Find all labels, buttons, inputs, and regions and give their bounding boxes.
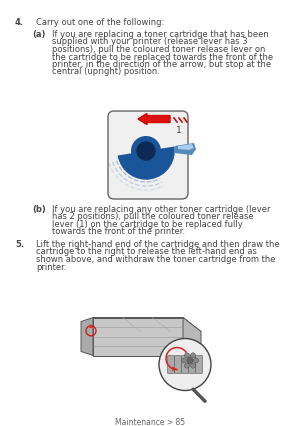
- Text: lever (1) on the cartridge to be replaced fully: lever (1) on the cartridge to be replace…: [52, 219, 243, 228]
- Circle shape: [184, 353, 190, 358]
- Polygon shape: [174, 144, 196, 155]
- FancyBboxPatch shape: [182, 356, 188, 374]
- Text: the cartridge to be replaced towards the front of the: the cartridge to be replaced towards the…: [52, 52, 273, 61]
- Circle shape: [159, 339, 211, 391]
- FancyBboxPatch shape: [196, 356, 202, 374]
- Polygon shape: [93, 318, 201, 332]
- Text: 5.: 5.: [15, 239, 24, 248]
- Text: supplied with your printer (release lever has 3: supplied with your printer (release leve…: [52, 37, 247, 46]
- FancyBboxPatch shape: [108, 112, 188, 199]
- Polygon shape: [178, 145, 194, 151]
- Text: printer, in the direction of the arrow, but stop at the: printer, in the direction of the arrow, …: [52, 60, 271, 69]
- Circle shape: [190, 353, 196, 358]
- Circle shape: [190, 363, 196, 368]
- Text: positions), pull the coloured toner release lever on: positions), pull the coloured toner rele…: [52, 45, 266, 54]
- Text: shown above, and withdraw the toner cartridge from the: shown above, and withdraw the toner cart…: [36, 254, 275, 263]
- Text: (a): (a): [32, 30, 45, 39]
- Text: 1: 1: [176, 126, 182, 135]
- Text: If you are replacing a toner cartridge that has been: If you are replacing a toner cartridge t…: [52, 30, 269, 39]
- Circle shape: [194, 358, 199, 363]
- Circle shape: [182, 358, 187, 363]
- FancyBboxPatch shape: [167, 356, 175, 374]
- Text: Maintenance > 85: Maintenance > 85: [115, 417, 185, 426]
- Circle shape: [118, 124, 174, 180]
- Text: (b): (b): [32, 204, 46, 213]
- Circle shape: [187, 358, 193, 364]
- FancyArrow shape: [138, 114, 170, 125]
- Polygon shape: [116, 122, 176, 156]
- Polygon shape: [183, 318, 201, 370]
- Text: Lift the right-hand end of the cartridge and then draw the: Lift the right-hand end of the cartridge…: [36, 239, 280, 248]
- FancyBboxPatch shape: [188, 356, 196, 374]
- Text: cartridge to the right to release the left-hand end as: cartridge to the right to release the le…: [36, 247, 257, 256]
- Polygon shape: [93, 318, 183, 356]
- Text: towards the front of the printer.: towards the front of the printer.: [52, 227, 185, 236]
- Text: printer.: printer.: [36, 262, 67, 271]
- Text: central (upright) position.: central (upright) position.: [52, 67, 160, 76]
- Text: If you are replacing any other toner cartridge (lever: If you are replacing any other toner car…: [52, 204, 271, 213]
- Text: has 2 positions), pull the coloured toner release: has 2 positions), pull the coloured tone…: [52, 212, 253, 221]
- Text: 4.: 4.: [15, 18, 24, 27]
- Polygon shape: [81, 318, 93, 356]
- Circle shape: [184, 363, 190, 368]
- Circle shape: [137, 143, 155, 161]
- Text: Carry out one of the following:: Carry out one of the following:: [36, 18, 164, 27]
- FancyBboxPatch shape: [175, 356, 182, 374]
